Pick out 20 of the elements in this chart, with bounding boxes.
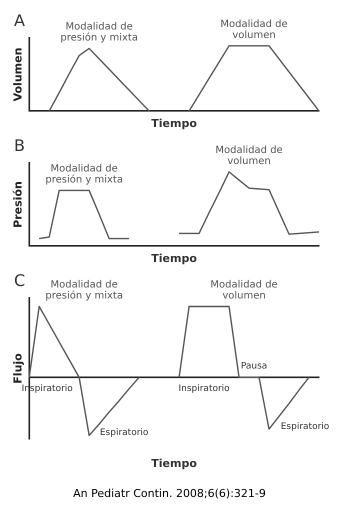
chart-title: A	[14, 11, 25, 30]
annotation: Pausa	[240, 362, 268, 372]
chart-title: C	[14, 271, 26, 290]
series-label: Modalidad de presión y mixta	[45, 280, 123, 302]
annotation: Inspiratorio	[178, 384, 230, 394]
series-label: Modalidad de presión y mixta	[60, 21, 138, 44]
y-axis-title: Volumen	[11, 48, 24, 102]
y-axis-title: Presión	[11, 181, 24, 228]
text: An Pediatr Contin. 2008;6(6):321-9	[72, 487, 267, 500]
x-axis-title: Tiempo	[151, 457, 198, 470]
annotation: Espiratorio	[280, 422, 330, 432]
y-axis-title: Flujo	[11, 352, 24, 384]
x-axis-title: Tiempo	[151, 252, 198, 265]
x-axis-title: Tiempo	[151, 117, 198, 130]
series-label: Modalidad de presión y mixta	[45, 163, 123, 186]
annotation: Espiratorio	[100, 428, 149, 438]
series-label: Modalidad de volumen	[215, 144, 283, 167]
series-label: Modalidad de volumen	[210, 280, 278, 302]
chart-title: B	[14, 136, 25, 155]
series-label: Modalidad de volumen	[220, 18, 288, 41]
